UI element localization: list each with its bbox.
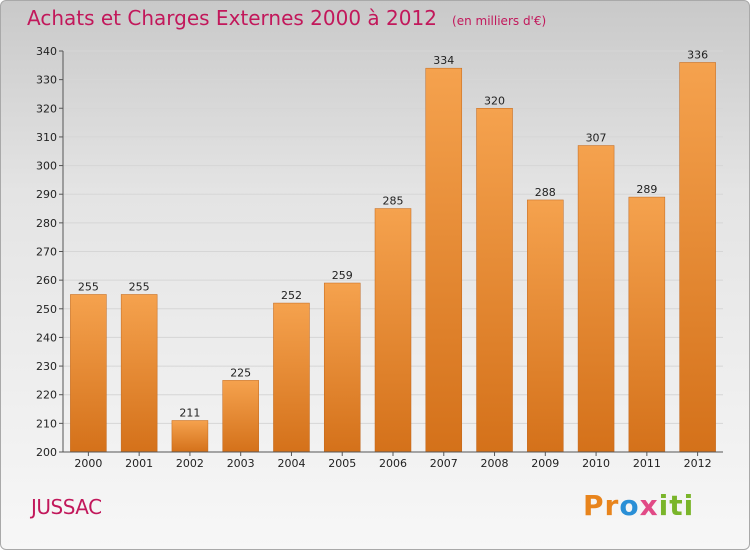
x-tick-label-2006: 2006 [379, 457, 407, 470]
x-tick-label-2007: 2007 [430, 457, 458, 470]
bar-2007 [425, 67, 463, 453]
data-label-2009: 288 [535, 186, 556, 199]
x-tick-label-2000: 2000 [74, 457, 102, 470]
bar-2001 [120, 294, 158, 453]
data-label-2000: 255 [78, 280, 99, 293]
bar-2009 [527, 199, 564, 453]
logo-part-4: iti [658, 489, 695, 522]
bar-2012 [679, 62, 716, 453]
data-label-2006: 285 [383, 195, 404, 208]
y-tick-label: 210 [36, 417, 57, 430]
bar-2008 [476, 108, 513, 453]
bar-2011 [628, 196, 666, 453]
data-labels: 255 255 211 225 252 259 285 334 320 288 307 289 336 [78, 48, 708, 419]
data-label-2004: 252 [281, 289, 302, 302]
y-tick-label: 200 [36, 446, 57, 459]
x-tick-label-2002: 2002 [176, 457, 204, 470]
chart-subtitle: (en milliers d'€) [452, 14, 547, 28]
chart-title: Achats et Charges Externes 2000 à 2012 [27, 6, 437, 30]
title-row: Achats et Charges Externes 2000 à 2012 (… [27, 6, 546, 30]
data-label-2011: 289 [636, 183, 657, 196]
y-tick-label: 250 [36, 303, 57, 316]
bar-2004 [273, 302, 310, 453]
y-tick-label: 330 [36, 74, 57, 87]
bar-2005 [323, 282, 361, 453]
bar-2006 [374, 208, 412, 453]
x-tick-label-2009: 2009 [531, 457, 559, 470]
y-tick-label: 240 [36, 331, 57, 344]
bar-2002 [171, 420, 209, 453]
y-tick-label: 260 [36, 274, 57, 287]
y-tick-label: 230 [36, 360, 57, 373]
y-tick-label: 310 [36, 131, 57, 144]
y-tick-label: 280 [36, 217, 57, 230]
data-label-2002: 211 [179, 406, 200, 419]
logo-part-2: o [619, 489, 640, 522]
y-tick-label: 290 [36, 188, 57, 201]
x-tick-label-2003: 2003 [227, 457, 255, 470]
x-tick-label-2011: 2011 [633, 457, 661, 470]
proxiti-logo: Proxiti [583, 489, 694, 522]
data-label-2003: 225 [230, 366, 251, 379]
data-label-2007: 334 [433, 54, 454, 67]
data-label-2010: 307 [586, 132, 607, 145]
y-tick-label: 270 [36, 246, 57, 259]
x-axis-ticks: 2000 2001 2002 2003 2004 2005 2006 2007 2008 2009… [74, 452, 712, 470]
x-tick-label-2001: 2001 [125, 457, 153, 470]
x-tick-label-2012: 2012 [684, 457, 712, 470]
logo-part-3: x [639, 489, 659, 522]
bars [70, 62, 716, 453]
x-tick-label-2004: 2004 [277, 457, 305, 470]
y-tick-label: 220 [36, 389, 57, 402]
x-tick-label-2008: 2008 [481, 457, 509, 470]
y-tick-label: 300 [36, 160, 57, 173]
data-label-2008: 320 [484, 94, 505, 107]
data-label-2001: 255 [129, 280, 150, 293]
logo-part-1: Pr [583, 489, 620, 522]
x-tick-label-2005: 2005 [328, 457, 356, 470]
data-label-2012: 336 [687, 48, 708, 61]
bar-2003 [222, 380, 259, 453]
x-tick-label-2010: 2010 [582, 457, 610, 470]
bar-2000 [70, 294, 107, 453]
y-axis-ticks: 200 210 220 230 240 250 260 270 280 290 300 310 320 3… [36, 45, 63, 459]
location-label: JUSSAC [31, 495, 102, 519]
bar-2010 [577, 145, 615, 453]
y-tick-label: 340 [36, 45, 57, 58]
y-tick-label: 320 [36, 102, 57, 115]
data-label-2005: 259 [332, 269, 353, 282]
